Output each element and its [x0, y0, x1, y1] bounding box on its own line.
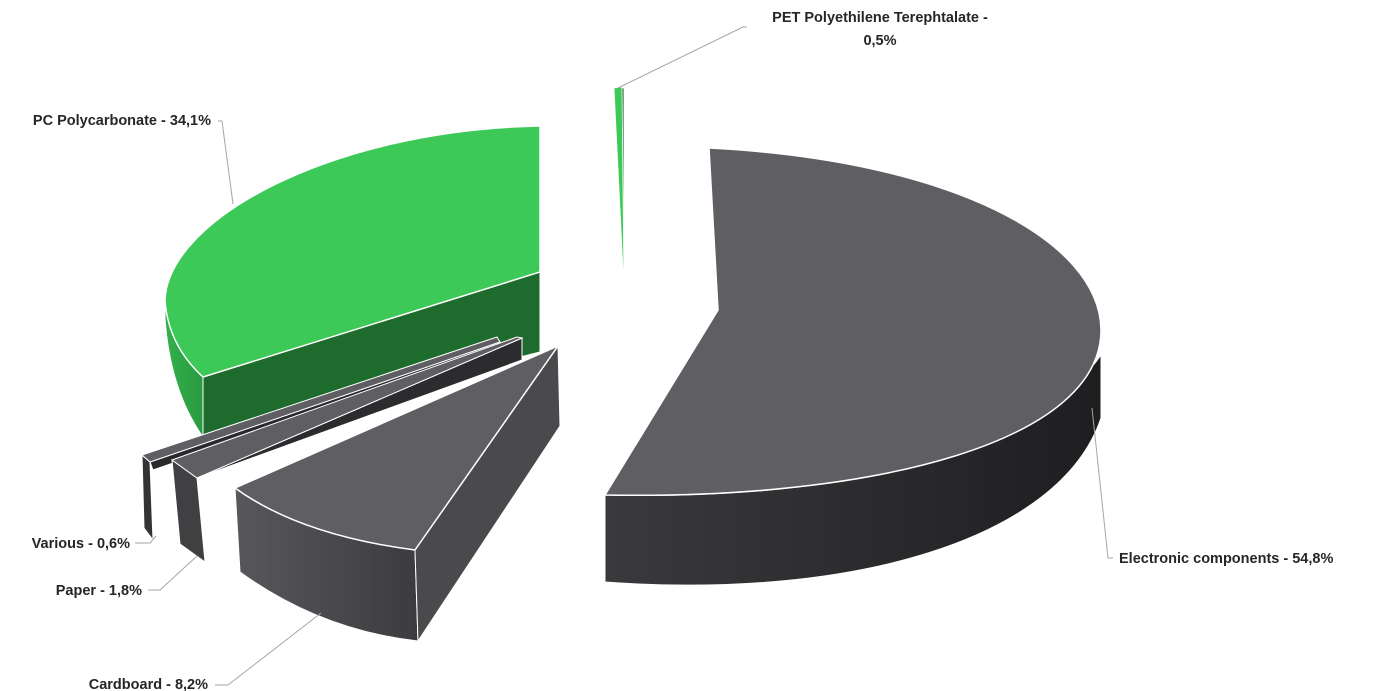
slice-cardboard[interactable] — [233, 344, 561, 643]
label-pet-line2: 0,5% — [863, 33, 896, 49]
label-pc: PC Polycarbonate - 34,1% — [33, 113, 211, 129]
label-pet-line1: PET Polyethilene Terephtalate - — [772, 10, 988, 26]
pet-top — [613, 86, 625, 291]
label-various: Various - 0,6% — [32, 536, 130, 552]
leader-pc — [218, 120, 234, 205]
cardboard-top — [233, 344, 561, 551]
label-cardboard: Cardboard - 8,2% — [89, 677, 208, 691]
leader-electronic — [1091, 407, 1113, 559]
slice-electronic-components[interactable] — [603, 147, 1102, 586]
slice-pet[interactable] — [613, 86, 625, 291]
slice-paper[interactable] — [170, 336, 524, 564]
leader-various — [135, 535, 157, 544]
label-electronic: Electronic components - 54,8% — [1119, 551, 1333, 567]
leader-paper — [148, 555, 198, 591]
label-paper: Paper - 1,8% — [56, 583, 142, 599]
leader-pet — [617, 26, 747, 89]
data-labels: PET Polyethilene Terephtalate - 0,5% PC … — [32, 10, 1334, 691]
leader-cardboard — [215, 612, 322, 686]
pc-top — [164, 125, 541, 378]
electronic-top — [603, 147, 1102, 497]
various-side — [141, 453, 154, 542]
various-top — [141, 336, 501, 463]
slice-pc-polycarbonate[interactable] — [164, 125, 541, 439]
paper-top — [170, 336, 524, 479]
leader-lines — [135, 26, 1113, 686]
